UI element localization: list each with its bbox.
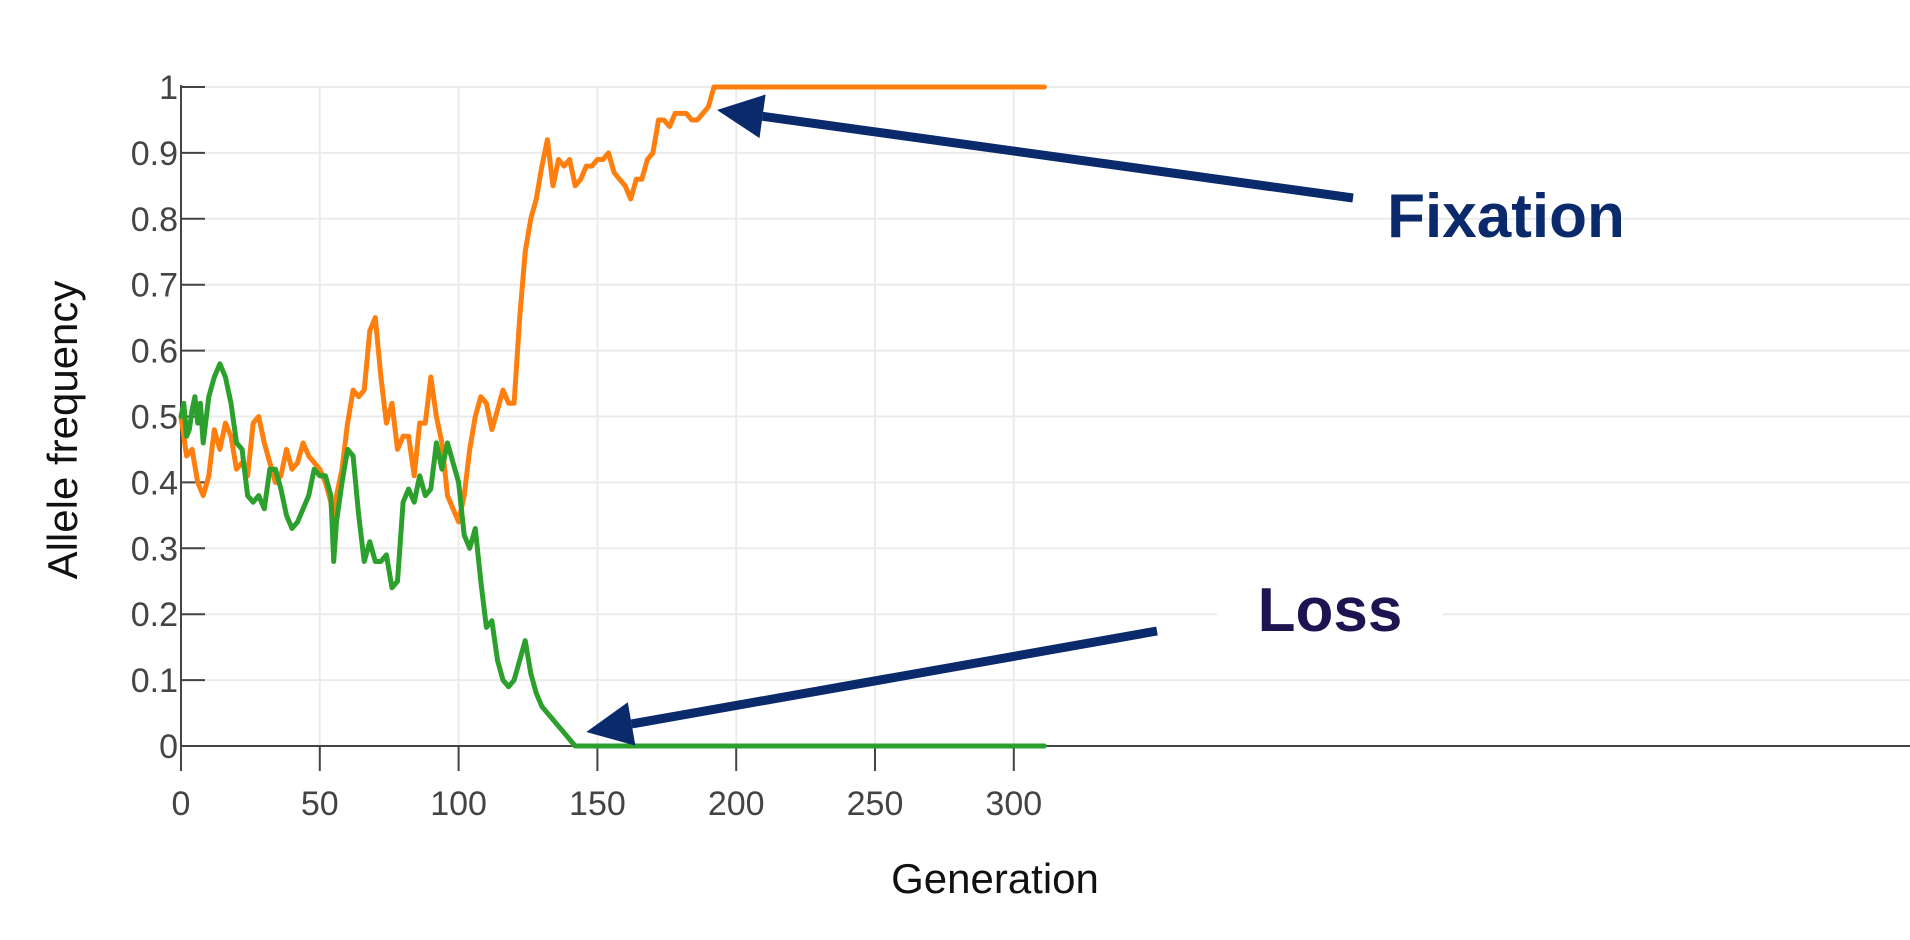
x-tick-label: 200 [708, 785, 765, 823]
loss-label-background [1217, 568, 1443, 650]
loss-arrow-shaft [630, 626, 1158, 729]
loss-label: Loss [1258, 576, 1403, 645]
grid [181, 86, 1910, 746]
fixation-arrow-head [717, 94, 766, 139]
x-tick-label: 50 [301, 785, 339, 823]
x-tick-label: 0 [172, 785, 191, 823]
y-tick-label: 0.3 [131, 530, 178, 568]
y-tick-label: 0.5 [131, 399, 178, 437]
y-tick-label: 0.4 [131, 464, 178, 502]
y-axis-title: Allele frequency [39, 281, 86, 580]
y-tick-label: 0 [159, 728, 178, 766]
fixation-label: Fixation [1387, 182, 1625, 251]
y-tick-label: 0.8 [131, 201, 178, 239]
y-tick-label: 0.6 [131, 333, 178, 371]
y-tick-label: 0.7 [131, 267, 178, 305]
y-tick-label: 0.1 [131, 662, 178, 700]
y-tick-label: 0.2 [131, 596, 178, 634]
orange-series-line [178, 84, 1047, 538]
green-series-line [178, 361, 1047, 749]
series-lines [178, 84, 1047, 749]
x-tick-label: 300 [985, 785, 1042, 823]
y-tick-label: 1 [159, 69, 178, 107]
x-tick-label: 150 [569, 785, 626, 823]
x-axis-title: Generation [891, 855, 1099, 902]
annotations: Fixation Loss [586, 94, 1625, 746]
x-tick-label: 100 [430, 785, 487, 823]
loss-arrow-head [586, 702, 636, 746]
x-tick-label: 250 [847, 785, 904, 823]
y-tick-label: 0.9 [131, 135, 178, 173]
fixation-arrow-shaft [761, 111, 1354, 203]
